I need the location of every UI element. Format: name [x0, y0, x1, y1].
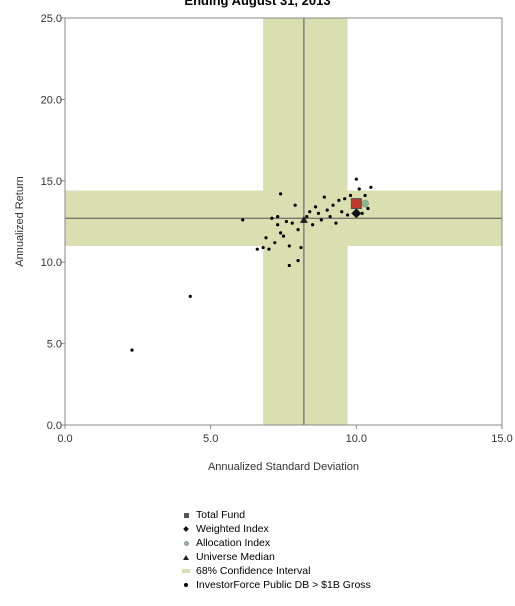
peer-data-point [328, 215, 332, 219]
legend-marker-icon [176, 540, 196, 546]
y-axis-label: Annualized Return [14, 176, 26, 267]
peer-data-point [366, 206, 370, 211]
peer-data-point [354, 177, 358, 181]
peer-data-point [296, 258, 300, 263]
peer-data-point [313, 205, 318, 209]
peer-data-point [345, 213, 350, 217]
peer-data-point [296, 228, 300, 232]
peer-data-point [264, 236, 268, 240]
peer-data-point [287, 244, 291, 248]
total-fund-point [350, 198, 362, 210]
peer-data-point [290, 221, 294, 225]
peer-data-point [334, 221, 338, 225]
peer-data-point [278, 192, 283, 196]
y-tick-label: 10.0 [41, 257, 62, 269]
peer-data-point [331, 203, 335, 207]
peer-data-point [276, 215, 280, 219]
peer-data-point [348, 193, 353, 198]
peer-data-point [267, 247, 271, 251]
peer-data-point [305, 215, 309, 219]
legend-label: Allocation Index [196, 537, 271, 549]
legend-marker-icon [176, 583, 196, 587]
peer-data-point [287, 263, 291, 268]
allocation-index-point [361, 199, 369, 208]
peer-data-point [278, 231, 283, 235]
legend-label: Total Fund [196, 509, 246, 521]
legend-marker-icon [176, 512, 196, 518]
legend-label: InvestorForce Public DB > $1B Gross [196, 579, 371, 591]
peer-data-point [293, 203, 297, 207]
legend-label: Universe Median [196, 551, 275, 563]
peer-data-point [299, 245, 303, 250]
legend-label: 68% Confidence Interval [196, 565, 311, 577]
peer-data-point [369, 185, 373, 189]
x-tick-label: 15.0 [491, 433, 512, 445]
peer-data-point [319, 218, 323, 222]
peer-data-point [130, 348, 134, 352]
peer-data-point [322, 195, 326, 199]
chart-legend: Total Fund Weighted Index Allocation Index… [176, 508, 371, 592]
peer-data-point [273, 241, 277, 245]
legend-marker-icon [176, 569, 196, 573]
chart-title: Ending August 31, 2013 [184, 0, 331, 8]
legend-item: Total Fund [176, 508, 371, 522]
peer-data-point [360, 211, 364, 215]
weighted-index-point [351, 208, 362, 219]
y-tick-label: 25.0 [41, 13, 62, 25]
peer-data-point [284, 219, 289, 224]
y-tick-label: 0.0 [47, 420, 62, 432]
peer-data-point [325, 208, 329, 212]
peer-data-point [188, 294, 192, 298]
peer-data-point [241, 218, 245, 222]
peer-data-point [357, 187, 361, 191]
peer-data-point [276, 223, 280, 227]
peer-data-point [255, 247, 259, 251]
legend-item: Universe Median [176, 550, 371, 564]
peer-data-point [281, 234, 286, 238]
peer-data-point [340, 210, 344, 214]
peer-data-point [343, 197, 347, 201]
y-tick-label: 15.0 [41, 176, 62, 188]
peer-data-point [311, 223, 315, 227]
peer-data-point [316, 211, 321, 215]
y-tick-label: 20.0 [41, 94, 62, 106]
legend-marker-icon [176, 526, 196, 532]
x-tick-label: 5.0 [203, 433, 218, 445]
y-tick-label: 5.0 [47, 339, 62, 351]
legend-item: Weighted Index [176, 522, 371, 536]
legend-marker-icon [176, 554, 196, 560]
peer-data-point [308, 210, 312, 214]
universe-median-point [299, 215, 308, 223]
legend-label: Weighted Index [196, 523, 269, 535]
peer-data-point [337, 198, 341, 202]
x-axis-label: Annualized Standard Deviation [208, 461, 359, 473]
peer-data-point [363, 193, 367, 198]
x-tick-label: 0.0 [57, 433, 72, 445]
legend-item: Allocation Index [176, 536, 371, 550]
legend-item: 68% Confidence Interval [176, 564, 371, 578]
legend-item: InvestorForce Public DB > $1B Gross [176, 578, 371, 592]
peer-data-point [261, 245, 265, 250]
x-tick-label: 10.0 [346, 433, 367, 445]
peer-data-point [270, 216, 274, 220]
plot-frame [64, 17, 503, 426]
